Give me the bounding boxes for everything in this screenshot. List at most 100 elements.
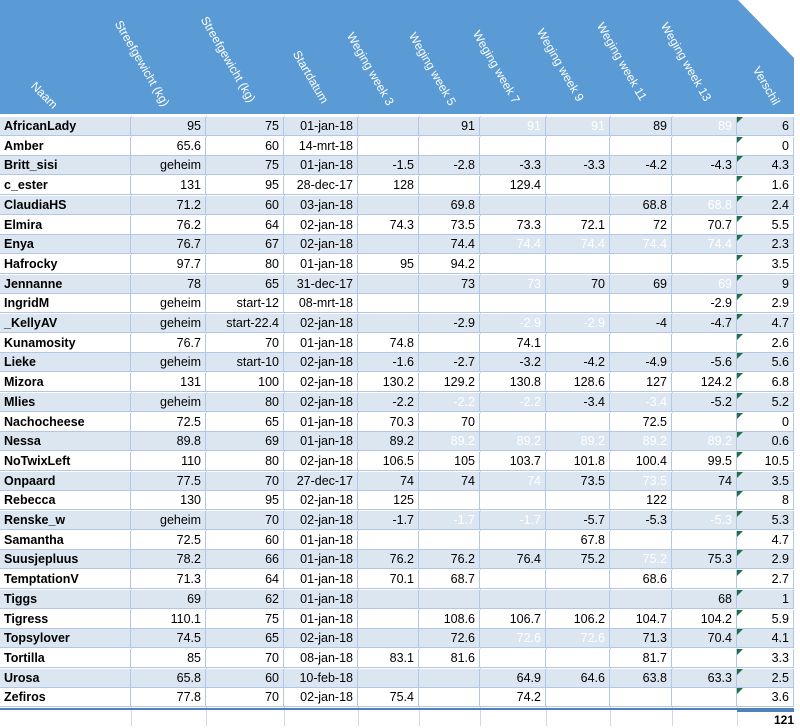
cell-verschil[interactable]: 1 bbox=[737, 589, 794, 609]
cell-start_weight[interactable]: 110.1 bbox=[131, 609, 206, 629]
cell-w13[interactable] bbox=[672, 491, 737, 511]
cell-w11[interactable] bbox=[610, 294, 672, 314]
cell-name[interactable]: Urosa bbox=[0, 668, 131, 688]
cell-w11[interactable] bbox=[610, 333, 672, 353]
cell-w9[interactable] bbox=[546, 333, 610, 353]
cell-w13[interactable]: -5.2 bbox=[672, 392, 737, 412]
cell-w3[interactable]: -1.5 bbox=[358, 156, 419, 176]
cell-name[interactable]: Elmira bbox=[0, 215, 131, 235]
cell-name[interactable]: Onpaard bbox=[0, 471, 131, 491]
cell-start_weight[interactable]: 76.2 bbox=[131, 215, 206, 235]
cell-w3[interactable] bbox=[358, 117, 419, 136]
cell-w13[interactable]: -5.3 bbox=[672, 511, 737, 530]
cell-verschil[interactable]: 4.3 bbox=[737, 156, 794, 176]
cell-w11[interactable]: 75.2 bbox=[610, 550, 672, 570]
cell-target_weight[interactable]: 80 bbox=[206, 392, 284, 412]
cell-w3[interactable]: 74 bbox=[358, 471, 419, 491]
cell-w3[interactable]: 74.3 bbox=[358, 215, 419, 235]
cell-name[interactable]: Zefiros bbox=[0, 688, 131, 708]
cell-verschil[interactable]: 8 bbox=[737, 491, 794, 511]
cell-w9[interactable]: 64.6 bbox=[546, 668, 610, 688]
cell-start_date[interactable]: 02-jan-18 bbox=[284, 353, 358, 373]
cell-w13[interactable] bbox=[672, 570, 737, 590]
cell-start_date[interactable]: 02-jan-18 bbox=[284, 392, 358, 412]
cell-target_weight[interactable]: 69 bbox=[206, 432, 284, 452]
cell-w5[interactable]: 108.6 bbox=[419, 609, 480, 629]
cell-w3[interactable] bbox=[358, 530, 419, 550]
cell-w7[interactable]: 64.9 bbox=[480, 668, 546, 688]
cell-w5[interactable] bbox=[419, 136, 480, 156]
cell-start_weight[interactable]: geheim bbox=[131, 353, 206, 373]
cell-w9[interactable] bbox=[546, 570, 610, 590]
cell-w3[interactable] bbox=[358, 294, 419, 314]
cell-w3[interactable] bbox=[358, 629, 419, 649]
cell-target_weight[interactable]: 65 bbox=[206, 274, 284, 294]
cell-w9[interactable]: -4.2 bbox=[546, 353, 610, 373]
cell-w7[interactable]: 106.7 bbox=[480, 609, 546, 629]
cell-start_weight[interactable]: 89.8 bbox=[131, 432, 206, 452]
cell-verschil[interactable]: 2.7 bbox=[737, 570, 794, 590]
cell-w13[interactable]: 75.3 bbox=[672, 550, 737, 570]
cell-start_weight[interactable]: geheim bbox=[131, 314, 206, 333]
cell-w7[interactable]: -1.7 bbox=[480, 511, 546, 530]
cell-target_weight[interactable]: 60 bbox=[206, 195, 284, 215]
cell-start_date[interactable]: 01-jan-18 bbox=[284, 570, 358, 590]
cell-verschil[interactable]: 4.7 bbox=[737, 530, 794, 550]
cell-verschil[interactable]: 6 bbox=[737, 117, 794, 136]
cell-w7[interactable]: 89.2 bbox=[480, 432, 546, 452]
cell-w3[interactable]: 83.1 bbox=[358, 648, 419, 668]
cell-w5[interactable] bbox=[419, 589, 480, 609]
cell-start_weight[interactable]: 65.8 bbox=[131, 668, 206, 688]
cell-w5[interactable]: 70 bbox=[419, 412, 480, 432]
cell-name[interactable]: Amber bbox=[0, 136, 131, 156]
cell-start_date[interactable]: 08-jan-18 bbox=[284, 648, 358, 668]
cell-w3[interactable] bbox=[358, 274, 419, 294]
cell-w13[interactable]: 68.8 bbox=[672, 195, 737, 215]
cell-w9[interactable]: 72.1 bbox=[546, 215, 610, 235]
cell-w5[interactable]: -1.7 bbox=[419, 511, 480, 530]
cell-w5[interactable] bbox=[419, 668, 480, 688]
cell-w11[interactable]: 63.8 bbox=[610, 668, 672, 688]
cell-start_date[interactable]: 02-jan-18 bbox=[284, 215, 358, 235]
cell-w7[interactable] bbox=[480, 294, 546, 314]
cell-name[interactable]: Samantha bbox=[0, 530, 131, 550]
cell-w11[interactable]: -3.4 bbox=[610, 392, 672, 412]
cell-w5[interactable]: 94.2 bbox=[419, 254, 480, 274]
cell-w9[interactable] bbox=[546, 412, 610, 432]
cell-w7[interactable] bbox=[480, 254, 546, 274]
cell-w13[interactable]: 70.7 bbox=[672, 215, 737, 235]
cell-w9[interactable]: -3.4 bbox=[546, 392, 610, 412]
cell-target_weight[interactable]: start-10 bbox=[206, 353, 284, 373]
cell-start_date[interactable]: 02-jan-18 bbox=[284, 235, 358, 255]
cell-target_weight[interactable]: 80 bbox=[206, 254, 284, 274]
cell-w11[interactable]: 100.4 bbox=[610, 451, 672, 471]
cell-w11[interactable]: -4.9 bbox=[610, 353, 672, 373]
cell-w3[interactable]: 74.8 bbox=[358, 333, 419, 353]
cell-verschil[interactable]: 5.3 bbox=[737, 511, 794, 530]
cell-w7[interactable] bbox=[480, 648, 546, 668]
cell-start_date[interactable]: 01-jan-18 bbox=[284, 550, 358, 570]
cell-name[interactable]: Nachocheese bbox=[0, 412, 131, 432]
cell-w5[interactable]: 73.5 bbox=[419, 215, 480, 235]
cell-w11[interactable]: 73.5 bbox=[610, 471, 672, 491]
cell-start_weight[interactable]: 65.6 bbox=[131, 136, 206, 156]
cell-start_date[interactable]: 02-jan-18 bbox=[284, 688, 358, 708]
cell-name[interactable]: AfricanLady bbox=[0, 117, 131, 136]
cell-start_weight[interactable]: 77.8 bbox=[131, 688, 206, 708]
cell-target_weight[interactable]: 100 bbox=[206, 373, 284, 393]
cell-w9[interactable] bbox=[546, 136, 610, 156]
cell-target_weight[interactable]: 95 bbox=[206, 176, 284, 196]
cell-w3[interactable]: 70.1 bbox=[358, 570, 419, 590]
cell-verschil[interactable]: 6.8 bbox=[737, 373, 794, 393]
cell-w7[interactable]: 73 bbox=[480, 274, 546, 294]
cell-w13[interactable]: 99.5 bbox=[672, 451, 737, 471]
cell-w7[interactable] bbox=[480, 491, 546, 511]
cell-w7[interactable]: 91 bbox=[480, 117, 546, 136]
cell-name[interactable]: Rebecca bbox=[0, 491, 131, 511]
cell-start_weight[interactable]: 78 bbox=[131, 274, 206, 294]
cell-w7[interactable]: 103.7 bbox=[480, 451, 546, 471]
cell-w9[interactable]: 101.8 bbox=[546, 451, 610, 471]
cell-start_date[interactable]: 02-jan-18 bbox=[284, 491, 358, 511]
cell-w5[interactable]: 129.2 bbox=[419, 373, 480, 393]
cell-w13[interactable]: -2.9 bbox=[672, 294, 737, 314]
